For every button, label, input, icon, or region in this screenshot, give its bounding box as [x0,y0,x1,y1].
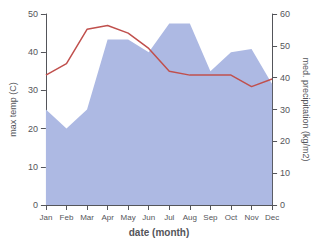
svg-text:40: 40 [280,73,290,83]
svg-text:30: 30 [280,105,290,115]
svg-text:50: 50 [28,9,38,19]
svg-text:Feb: Feb [60,213,74,222]
svg-text:date (month): date (month) [129,227,190,238]
svg-text:Apr: Apr [101,213,114,222]
svg-text:Jul: Jul [164,213,174,222]
svg-text:10: 10 [280,168,290,178]
svg-text:Jan: Jan [39,213,52,222]
svg-text:20: 20 [28,124,38,134]
svg-text:30: 30 [28,85,38,95]
svg-text:Sep: Sep [203,213,218,222]
svg-text:20: 20 [280,136,290,146]
svg-text:Aug: Aug [183,213,197,222]
svg-text:Oct: Oct [225,213,238,222]
svg-text:Nov: Nov [244,213,258,222]
svg-text:0: 0 [280,200,285,210]
svg-text:Dec: Dec [265,213,279,222]
svg-text:Jun: Jun [142,213,155,222]
svg-text:40: 40 [28,47,38,57]
svg-text:10: 10 [28,162,38,172]
svg-text:60: 60 [280,9,290,19]
svg-text:50: 50 [280,41,290,51]
svg-text:max temp (C): max temp (C) [8,82,18,137]
svg-text:May: May [121,213,136,222]
svg-text:med. precipitation (kg/m2): med. precipitation (kg/m2) [301,57,311,161]
svg-text:Mar: Mar [80,213,94,222]
svg-text:0: 0 [33,200,38,210]
